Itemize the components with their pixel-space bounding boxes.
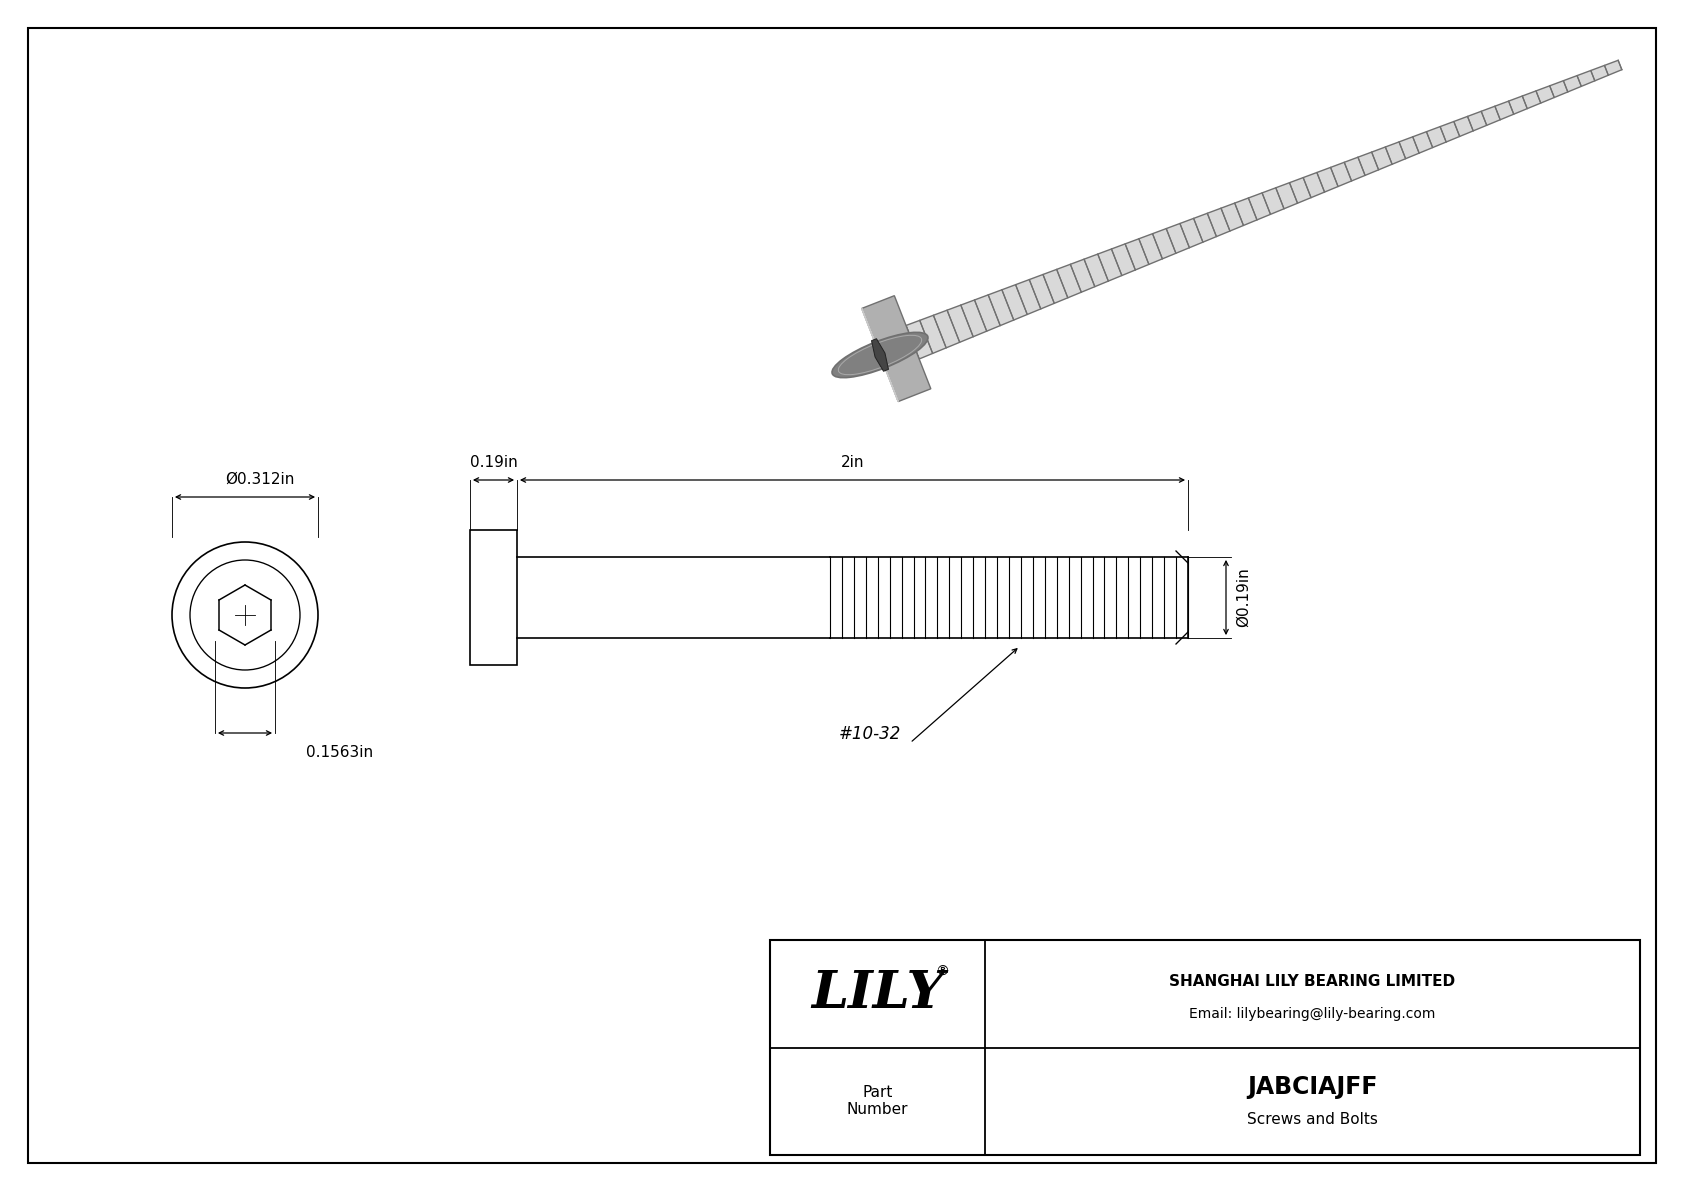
Polygon shape: [906, 61, 1622, 358]
Text: Ø0.19in: Ø0.19in: [1236, 568, 1251, 628]
Text: 0.19in: 0.19in: [470, 455, 517, 470]
Text: SHANGHAI LILY BEARING LIMITED: SHANGHAI LILY BEARING LIMITED: [1169, 974, 1455, 990]
Polygon shape: [862, 295, 931, 401]
Text: Email: lilybearing@lily-bearing.com: Email: lilybearing@lily-bearing.com: [1189, 1006, 1436, 1021]
Text: JABCIAJFF: JABCIAJFF: [1248, 1075, 1378, 1099]
Text: Screws and Bolts: Screws and Bolts: [1248, 1111, 1378, 1127]
Text: Ø0.312in: Ø0.312in: [226, 472, 295, 487]
Bar: [770, 940, 1640, 1155]
Ellipse shape: [832, 332, 928, 378]
Text: 2in: 2in: [840, 455, 864, 470]
Text: 0.1563in: 0.1563in: [306, 746, 374, 760]
Text: Part
Number: Part Number: [847, 1085, 908, 1117]
Text: LILY: LILY: [812, 968, 945, 1019]
Polygon shape: [862, 308, 898, 401]
Text: #10-32: #10-32: [839, 725, 901, 743]
Bar: [470, 530, 517, 665]
Text: ®: ®: [936, 965, 950, 979]
Polygon shape: [872, 338, 889, 372]
